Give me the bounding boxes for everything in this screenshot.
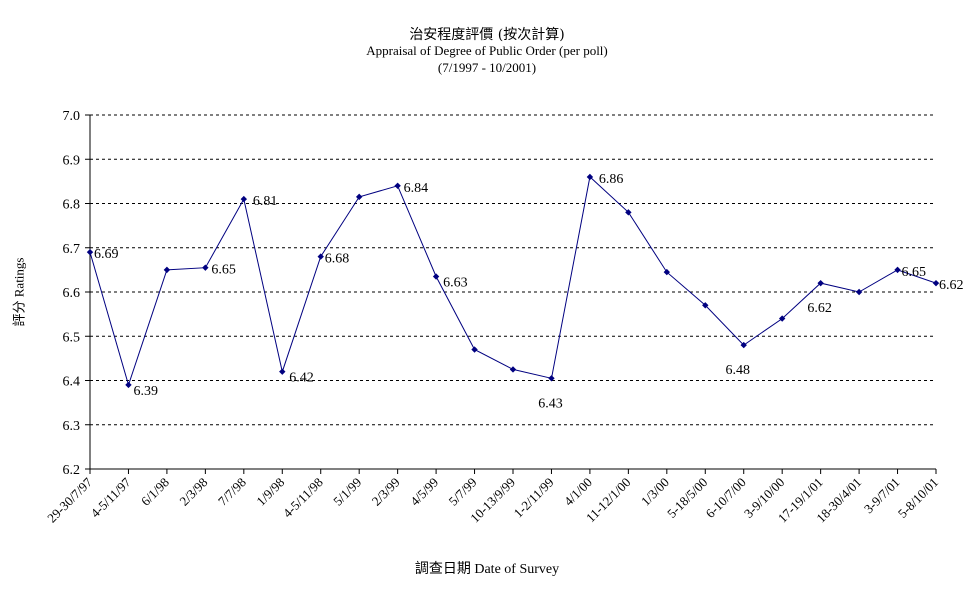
x-axis-label: 調查日期 Date of Survey — [414, 562, 560, 577]
data-label: 6.43 — [538, 396, 563, 411]
data-point — [740, 341, 747, 349]
chart-subtitle: Appraisal of Degree of Public Order (per… — [366, 43, 608, 58]
y-tick-label: 7.0 — [63, 109, 81, 124]
y-tick-label: 6.9 — [63, 153, 81, 168]
x-tick-label: 6-10/7/00 — [702, 475, 748, 521]
data-label: 6.62 — [939, 278, 964, 293]
x-tick-label: 4-5/11/97 — [88, 474, 134, 520]
y-tick-label: 6.4 — [63, 375, 81, 390]
data-point — [240, 195, 248, 203]
x-tick-labels: 29-30/7/974-5/11/97 6/1/98 2/3/98 7/7/98 1/9… — [44, 474, 941, 525]
data-point — [432, 273, 440, 280]
x-tick-label: 5/7/99 — [446, 475, 480, 509]
x-tick-label: 4/1/00 — [561, 475, 595, 509]
data-point — [702, 302, 709, 309]
x-tick-label: 7/7/98 — [215, 475, 249, 509]
grid-lines — [90, 114, 936, 426]
data-point — [855, 288, 863, 296]
data-point — [279, 368, 286, 375]
data-label: 6.68 — [325, 252, 350, 267]
data-point — [394, 182, 401, 189]
data-point — [586, 173, 594, 181]
y-tick-labels: 6.2 6.3 6.4 6.5 6.6 6.7 6.8 6.9 7.0 — [63, 109, 81, 478]
axes — [85, 114, 937, 474]
data-label: 6.86 — [599, 172, 624, 187]
x-tick-label: 1/3/00 — [638, 475, 672, 509]
data-point — [778, 315, 786, 322]
data-point — [548, 375, 555, 382]
data-point — [817, 279, 824, 287]
y-tick-label: 6.5 — [63, 330, 81, 345]
data-label: 6.48 — [725, 363, 750, 378]
y-tick-label: 6.6 — [63, 286, 81, 301]
x-tick-label: 1/9/98 — [253, 475, 287, 509]
x-tick-label: 5-8/10/01 — [895, 475, 941, 521]
y-tick-label: 6.8 — [63, 198, 81, 213]
data-label: 6.63 — [443, 276, 468, 291]
data-labels: 6.69 6.39 6.65 6.81 6.42 6.68 6.84 6.63 6.43 6.86… — [94, 172, 964, 411]
x-tick-label: 4/5/99 — [407, 475, 441, 509]
chart-period: (7/1997 - 10/2001) — [437, 60, 537, 75]
x-tick-label: 5-18/5/00 — [664, 475, 710, 521]
series-line-path — [89, 175, 937, 387]
y-tick-label: 6.3 — [63, 419, 81, 434]
data-label: 6.69 — [94, 247, 119, 262]
data-point — [509, 366, 517, 373]
data-label: 6.84 — [404, 181, 429, 196]
data-label: 6.81 — [253, 194, 278, 209]
data-label: 6.65 — [211, 263, 236, 278]
data-point — [663, 268, 671, 276]
chart-title: 治安程度評價 (按次計算) — [409, 27, 565, 43]
data-point — [202, 264, 209, 271]
x-tick-label: 2/3/98 — [176, 475, 210, 509]
data-point — [625, 209, 632, 216]
y-tick-label: 6.7 — [63, 242, 81, 257]
data-label: 6.62 — [807, 301, 832, 316]
x-tick-label: 6/1/98 — [138, 475, 172, 509]
data-point — [355, 193, 363, 201]
data-point — [317, 253, 324, 260]
data-label: 6.42 — [289, 371, 314, 386]
data-point — [163, 266, 171, 274]
data-point — [86, 248, 94, 256]
x-tick-label: 1-2/11/99 — [511, 475, 557, 521]
data-point — [471, 346, 478, 353]
x-tick-label: 5/1/99 — [330, 475, 364, 509]
y-axis-label: 評分 Ratings — [11, 257, 27, 327]
x-tick-label: 29-30/7/97 — [44, 474, 95, 525]
data-label: 6.39 — [133, 384, 158, 399]
y-tick-label: 6.2 — [63, 463, 81, 478]
data-point — [932, 279, 940, 287]
series-line — [89, 175, 937, 387]
x-tick-label: 4-5/11/98 — [280, 475, 326, 521]
data-point — [125, 381, 132, 389]
data-point — [894, 266, 901, 274]
data-points — [86, 173, 940, 389]
data-label: 6.65 — [902, 265, 927, 280]
x-tick-label: 2/3/99 — [369, 475, 403, 509]
